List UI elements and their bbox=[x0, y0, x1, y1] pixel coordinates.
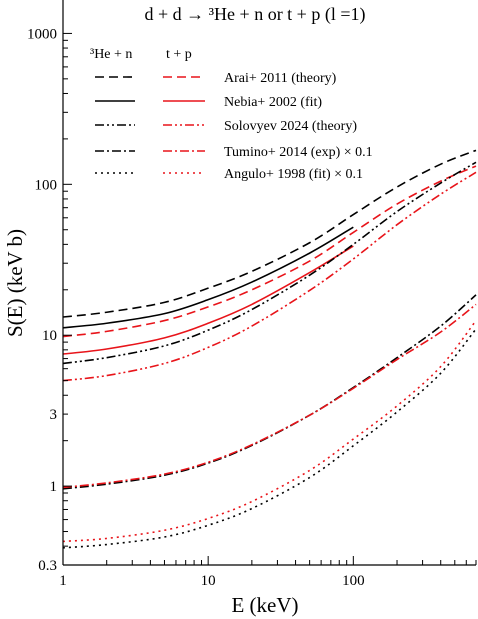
series-arai-2011-theory-t-p bbox=[62, 165, 477, 338]
chart-title: d + d → ³He + n or t + p (l =1) bbox=[145, 4, 366, 25]
legend: ³He + n t + p Arai+ 2011 (theory) Nebia+ … bbox=[90, 47, 373, 182]
x-tick-label-10: 10 bbox=[201, 573, 216, 589]
series-angulo-1998-fit-0-1-3he-n bbox=[62, 328, 477, 549]
legend-label-nebia-2002-fit: Nebia+ 2002 (fit) bbox=[224, 95, 322, 110]
y-tick-label-1: 1 bbox=[50, 479, 58, 495]
series-angulo-1998-fit-0-1-t-p bbox=[62, 320, 477, 543]
x-tick-label-1: 1 bbox=[59, 573, 67, 589]
y-tick-label-100: 100 bbox=[35, 177, 58, 193]
series-nebia-2002-fit-t-p bbox=[62, 245, 354, 355]
series-nebia-2002-fit-3he-n bbox=[62, 226, 354, 329]
legend-header-3he-n: ³He + n bbox=[90, 47, 132, 62]
legend-label-tumino-2014-exp-0-1: Tumino+ 2014 (exp) × 0.1 bbox=[224, 145, 373, 160]
y-tick-label-1000: 1000 bbox=[27, 26, 57, 42]
legend-label-angulo-1998-fit-0-1: Angulo+ 1998 (fit) × 0.1 bbox=[224, 167, 363, 182]
y-tick-label-10: 10 bbox=[42, 328, 57, 344]
series-arai-2011-theory-3he-n bbox=[62, 149, 477, 318]
y-tick-label-0-3: 0.3 bbox=[38, 558, 57, 574]
series-layer bbox=[62, 149, 477, 549]
legend-label-solovyev-2024-theory: Solovyev 2024 (theory) bbox=[224, 119, 357, 134]
series-tumino-2014-exp-0-1-t-p bbox=[62, 303, 477, 489]
series-solovyev-2024-theory-3he-n bbox=[62, 161, 477, 365]
y-axis-title: S(E) (keV b) bbox=[3, 229, 27, 337]
x-axis-title: E (keV) bbox=[231, 593, 298, 617]
x-tick-label-100: 100 bbox=[342, 573, 365, 589]
series-solovyev-2024-theory-t-p bbox=[62, 171, 477, 382]
y-tick-label-3: 3 bbox=[50, 407, 58, 423]
legend-header-t-p: t + p bbox=[166, 47, 192, 62]
legend-items: Arai+ 2011 (theory) Nebia+ 2002 (fit) Solo… bbox=[95, 71, 373, 182]
legend-label-arai-2011-theory: Arai+ 2011 (theory) bbox=[224, 71, 337, 86]
